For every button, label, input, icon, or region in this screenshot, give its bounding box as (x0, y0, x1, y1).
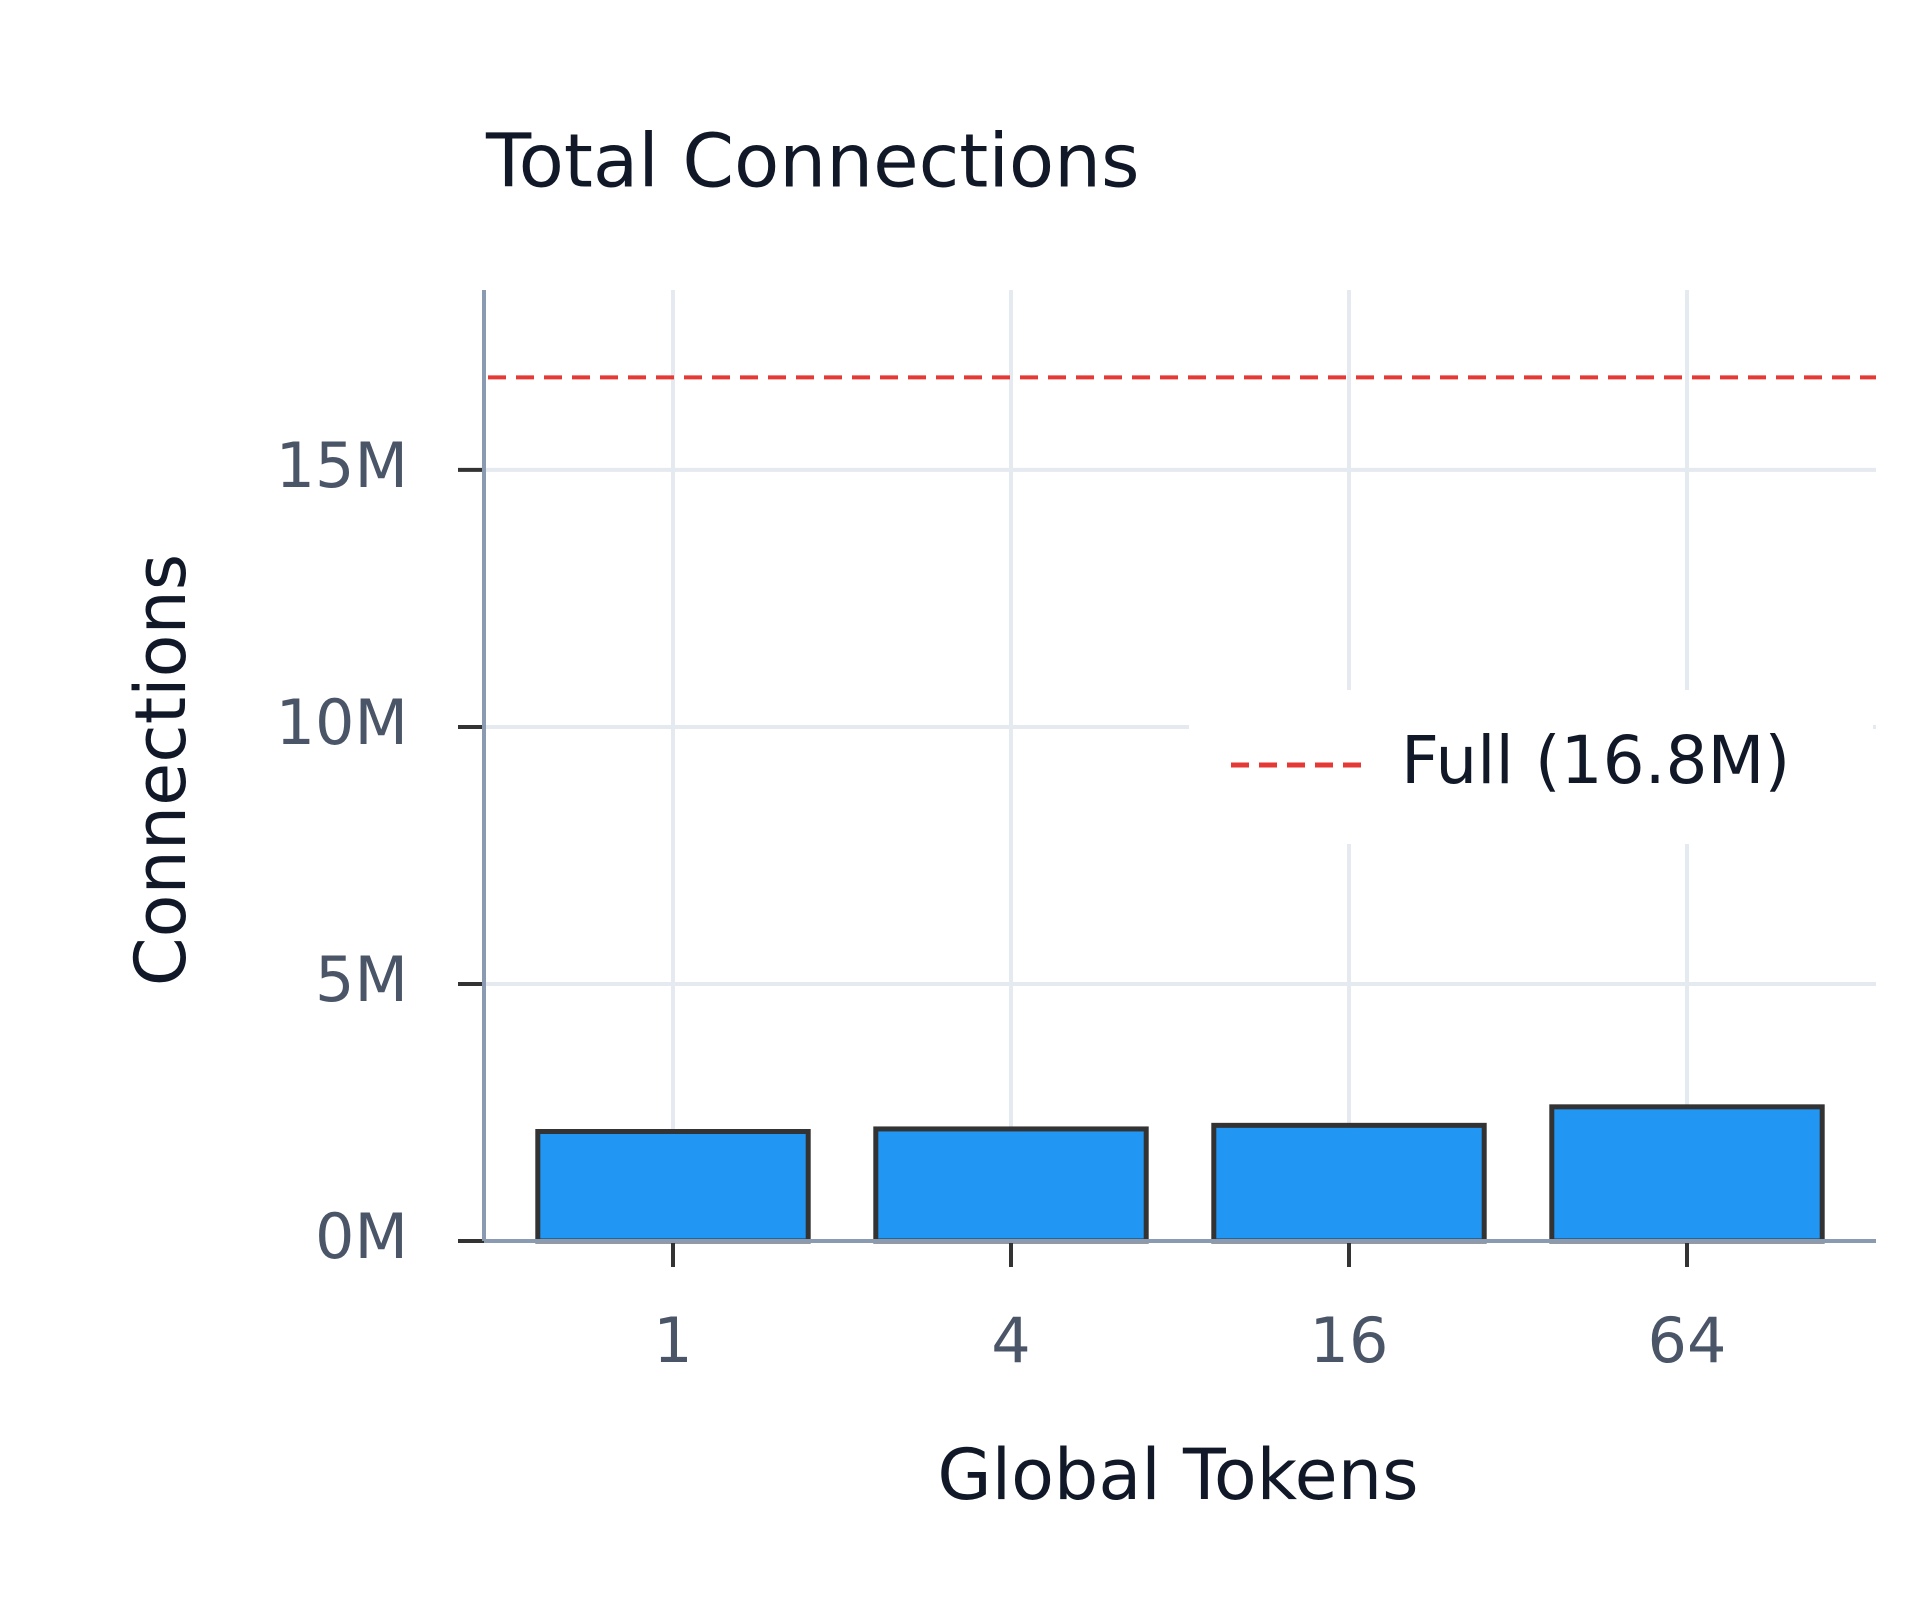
bar (535, 1129, 811, 1244)
bar (1211, 1122, 1487, 1244)
x-tick-label: 16 (1310, 1304, 1389, 1377)
x-tick-label: 64 (1648, 1304, 1727, 1377)
bar (1549, 1104, 1825, 1244)
x-tick-label: 4 (991, 1304, 1030, 1377)
y-tick-label: 5M (315, 943, 408, 1016)
chart-title: Total Connections (485, 119, 1140, 205)
y-tick-label: 0M (315, 1200, 408, 1273)
bar (873, 1126, 1149, 1244)
y-axis-label: Connections (120, 554, 202, 987)
x-axis-label: Global Tokens (937, 1434, 1418, 1516)
y-tick-label: 15M (276, 429, 408, 502)
y-tick-label: 10M (276, 686, 408, 759)
legend-label: Full (16.8M) (1401, 722, 1790, 799)
x-tick-label: 1 (653, 1304, 692, 1377)
